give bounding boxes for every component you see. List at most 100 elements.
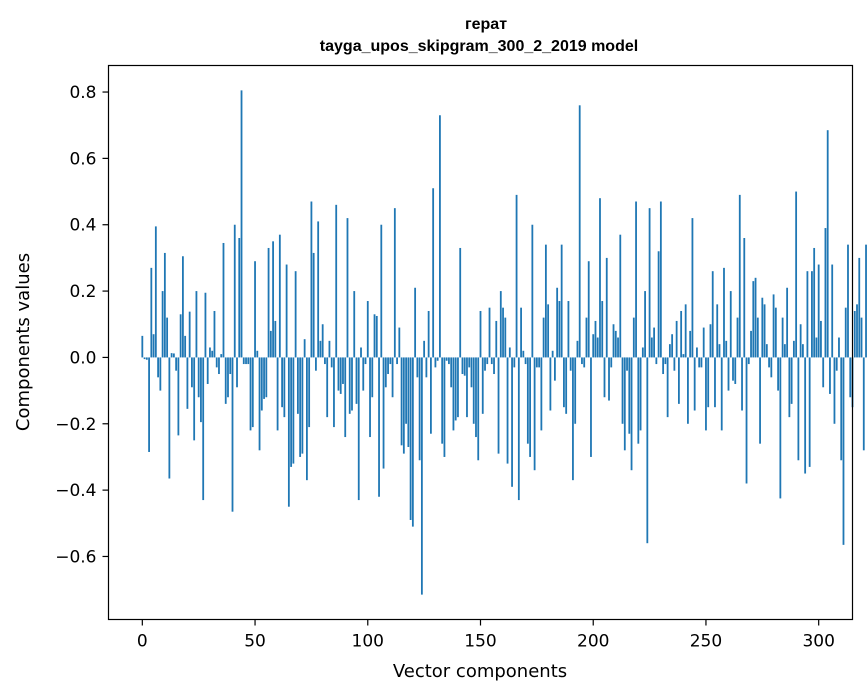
y-tick-label: 0.6 (69, 149, 96, 169)
bar (594, 320, 597, 358)
bar (619, 234, 622, 358)
bar (470, 357, 473, 388)
bar (375, 315, 378, 358)
bars-group (141, 90, 867, 595)
bar (281, 357, 283, 408)
bar (653, 327, 655, 358)
bar (711, 271, 714, 358)
bar (741, 357, 743, 411)
bar (249, 357, 252, 431)
bar (795, 191, 798, 358)
bar (333, 357, 335, 428)
bar (675, 320, 678, 358)
bar (680, 310, 683, 358)
bar (218, 357, 220, 375)
bar (763, 304, 766, 358)
bar (583, 357, 586, 368)
bar (400, 357, 403, 446)
bar (777, 357, 779, 391)
bar (450, 357, 453, 388)
bar (554, 357, 556, 381)
bar (804, 357, 807, 474)
bar (718, 344, 721, 358)
bar (736, 317, 739, 358)
bar (533, 357, 536, 471)
bar (463, 357, 466, 376)
bar (682, 354, 685, 358)
y-axis-label: Components values (13, 253, 34, 431)
bar (700, 357, 703, 368)
bar (357, 357, 360, 501)
bar (364, 357, 367, 365)
bar (725, 340, 728, 358)
bar (175, 357, 178, 371)
bar (267, 247, 270, 358)
chart-title: герат (465, 16, 507, 33)
bar (479, 310, 482, 358)
bar (714, 357, 716, 408)
bar (779, 357, 782, 499)
bar (141, 335, 144, 358)
bar (698, 357, 701, 368)
bar (551, 350, 554, 358)
bar (813, 247, 816, 358)
bar (154, 226, 157, 358)
bar (245, 357, 247, 365)
bar (195, 291, 198, 358)
bar (856, 304, 858, 358)
bar (720, 357, 723, 431)
bar (247, 357, 250, 365)
bar (317, 221, 320, 358)
bar (202, 357, 205, 501)
bar (637, 357, 640, 444)
bar (842, 357, 845, 545)
bar (312, 252, 315, 358)
bar (274, 320, 277, 358)
bar (172, 353, 175, 358)
bar (831, 264, 834, 358)
bar (251, 357, 254, 428)
bar (224, 357, 227, 404)
bar (466, 357, 468, 418)
bar (567, 301, 570, 358)
x-tick-label: 200 (577, 632, 609, 652)
bar (540, 357, 543, 431)
bar (373, 314, 376, 358)
bar (391, 357, 394, 398)
bar (260, 357, 263, 411)
bar (150, 267, 153, 358)
bar (716, 304, 719, 358)
bar (445, 357, 448, 361)
bar (592, 334, 595, 358)
bar (650, 337, 653, 358)
bar (666, 357, 669, 418)
bar (860, 317, 863, 358)
x-axis: 0 50 100 150 200 250 300 (137, 619, 835, 652)
bar (581, 357, 583, 365)
bar (632, 317, 635, 358)
bar (729, 291, 732, 358)
bar (815, 337, 818, 358)
bar (378, 357, 380, 497)
bar (254, 261, 256, 358)
y-tick-label: −0.4 (55, 481, 96, 501)
bar (436, 357, 439, 361)
bar (659, 201, 662, 358)
bar (272, 241, 274, 358)
y-tick-label: 0.8 (69, 83, 96, 103)
bar (799, 324, 802, 358)
bar (797, 357, 800, 461)
bar (761, 297, 764, 358)
bar (657, 251, 660, 358)
bar (265, 357, 268, 398)
bar (432, 188, 435, 358)
bar (707, 357, 710, 408)
bar (256, 350, 259, 358)
bar (687, 357, 689, 424)
bar (587, 261, 590, 358)
bar (754, 277, 757, 358)
bar (599, 198, 601, 358)
bar (727, 357, 730, 391)
bar (306, 357, 308, 481)
bar (506, 357, 509, 464)
